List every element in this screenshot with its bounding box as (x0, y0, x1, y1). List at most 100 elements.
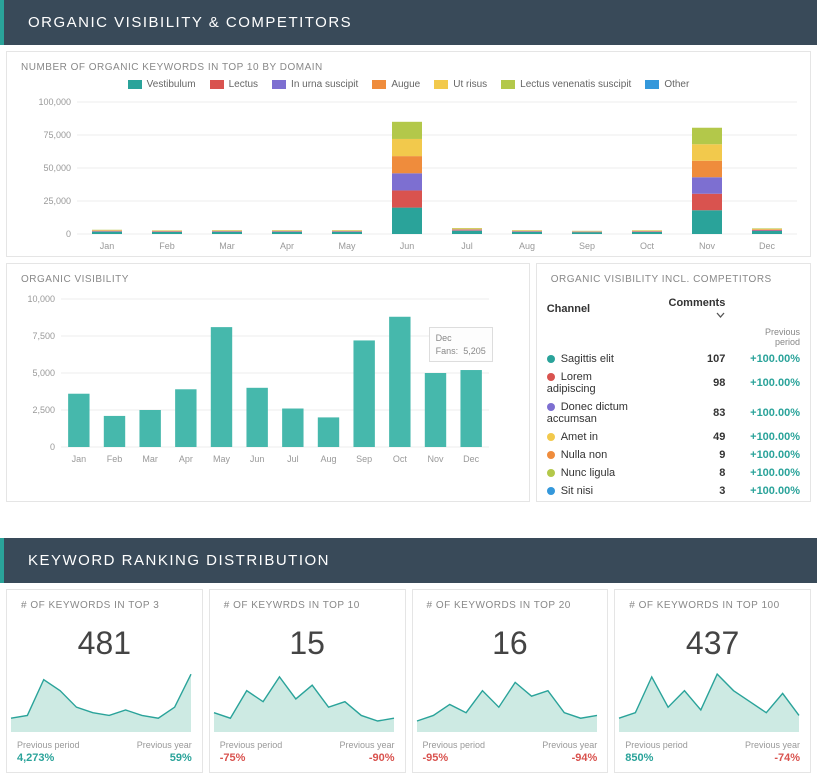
channel-change: +100.00% (735, 369, 808, 397)
col-comments[interactable]: Comments (652, 291, 733, 323)
prev-year-value: -74% (774, 752, 800, 764)
legend-item[interactable]: Lectus (210, 79, 258, 90)
legend-item[interactable]: Lectus venenatis suscipit (501, 79, 631, 90)
card-footer: Previous period-75%Previous year-90% (210, 736, 405, 772)
section-title-2: KEYWORD RANKING DISTRIBUTION (28, 552, 330, 569)
svg-text:Jul: Jul (287, 454, 299, 464)
card-footer: Previous period -95% Previous year -94% (413, 736, 608, 772)
card-footer: Previous period4,273%Previous year59% (7, 736, 202, 772)
svg-text:Nov: Nov (427, 454, 444, 464)
sparkline (210, 666, 398, 736)
prev-year-value: -94% (572, 752, 598, 764)
table-row[interactable]: Donec dictum accumsan 83+100.00% (539, 399, 808, 427)
channel-dot (547, 373, 555, 381)
svg-text:Aug: Aug (320, 454, 336, 464)
svg-text:7,500: 7,500 (32, 331, 55, 341)
prev-year-label: Previous year (542, 740, 597, 750)
competitors-table-panel: ORGANIC VISIBILITY INCL. COMPETITORS Cha… (536, 263, 811, 502)
channel-dot (547, 403, 555, 411)
prev-period-label: Previous period (220, 740, 283, 750)
svg-text:Apr: Apr (280, 241, 294, 251)
chevron-down-icon (716, 312, 725, 318)
table-row[interactable]: Sagittis elit107+100.00% (539, 351, 808, 367)
svg-text:Nov: Nov (699, 241, 716, 251)
legend-swatch (272, 80, 286, 89)
legend-item[interactable]: Other (645, 79, 689, 90)
table-row[interactable]: Amet in49+100.00% (539, 429, 808, 445)
visibility-chart-panel: ORGANIC VISIBILITY 0 2,500 5,000 7,500 10,00… (6, 263, 530, 502)
section-header-keywords: KEYWORD RANKING DISTRIBUTION (0, 538, 817, 583)
channel-value: 3 (652, 483, 733, 499)
card-title: # OF KEYWORDS IN TOP 100 (615, 590, 810, 615)
col-channel: Channel (539, 291, 650, 323)
prev-period-label: Previous period (625, 740, 688, 750)
svg-text:Mar: Mar (219, 241, 235, 251)
keyword-card: # OF KEYWRDS IN TOP 1015Previous period-… (209, 589, 406, 773)
legend-swatch (645, 80, 659, 89)
channel-change: +100.00% (735, 465, 808, 481)
svg-text:Jun: Jun (400, 241, 415, 251)
channel-name: Amet in (561, 431, 598, 443)
prev-period-value: 4,273% (17, 752, 54, 764)
visibility-chart: 02,5005,0007,50010,000JanFebMarAprMayJun… (7, 289, 499, 469)
svg-text:Sep: Sep (579, 241, 595, 251)
svg-text:Jun: Jun (250, 454, 265, 464)
sparkline (413, 666, 601, 736)
table-row[interactable]: Nunc ligula8+100.00% (539, 465, 808, 481)
legend-label: Lectus venenatis suscipit (520, 79, 631, 90)
competitors-table: Channel Comments Previous period Sagitti… (537, 289, 810, 501)
channel-dot (547, 451, 555, 459)
prev-year-value: -90% (369, 752, 395, 764)
legend-label: Ut risus (453, 79, 487, 90)
svg-text:Oct: Oct (640, 241, 655, 251)
svg-text:100,000: 100,000 (38, 97, 71, 107)
channel-name: Nulla non (561, 449, 607, 461)
stacked-chart: 025,00050,00075,000100,000JanFebMarAprMa… (7, 96, 807, 256)
card-number: 16 (413, 615, 608, 666)
svg-text:Mar: Mar (142, 454, 158, 464)
svg-text:Jan: Jan (72, 454, 87, 464)
svg-text:10,000: 10,000 (27, 294, 55, 304)
svg-text:Apr: Apr (179, 454, 193, 464)
legend-swatch (434, 80, 448, 89)
svg-text:2,500: 2,500 (32, 405, 55, 415)
legend-item[interactable]: Ut risus (434, 79, 487, 90)
legend-swatch (210, 80, 224, 89)
card-number: 15 (210, 615, 405, 666)
prev-period-value: -95% (423, 752, 449, 764)
channel-value: 83 (652, 399, 733, 427)
legend-item[interactable]: Augue (372, 79, 420, 90)
table-row[interactable]: Nulla non 9+100.00% (539, 447, 808, 463)
visibility-chart-title: ORGANIC VISIBILITY (7, 264, 529, 289)
channel-name: Donec dictum accumsan (547, 401, 628, 425)
table-row[interactable]: Sit nisi3+100.00% (539, 483, 808, 499)
legend-swatch (501, 80, 515, 89)
channel-name: Sit nisi (561, 485, 593, 497)
prev-year-label: Previous year (745, 740, 800, 750)
legend-swatch (372, 80, 386, 89)
channel-dot (547, 433, 555, 441)
svg-text:0: 0 (66, 229, 71, 239)
legend-item[interactable]: Vestibulum (128, 79, 196, 90)
channel-change: +100.00% (735, 399, 808, 427)
prev-period-value: -75% (220, 752, 246, 764)
svg-text:Jan: Jan (100, 241, 115, 251)
channel-dot (547, 355, 555, 363)
prev-period-value: 850% (625, 752, 653, 764)
channel-value: 9 (652, 447, 733, 463)
channel-change: +100.00% (735, 351, 808, 367)
table-row[interactable]: Lorem adipiscing98+100.00% (539, 369, 808, 397)
svg-text:5,000: 5,000 (32, 368, 55, 378)
prev-year-value: 59% (170, 752, 192, 764)
channel-value: 98 (652, 369, 733, 397)
legend-item[interactable]: In urna suscipit (272, 79, 358, 90)
svg-text:0: 0 (50, 442, 55, 452)
channel-change: +100.00% (735, 447, 808, 463)
card-footer: Previous period 850% Previous year -74% (615, 736, 810, 772)
keyword-card: # OF KEYWORDS IN TOP 2016Previous period… (412, 589, 609, 773)
prev-year-label: Previous year (137, 740, 192, 750)
card-number: 437 (615, 615, 810, 666)
prev-period-label: Previous period (423, 740, 486, 750)
svg-text:May: May (338, 241, 356, 251)
keyword-card: # OF KEYWORDS IN TOP 3481Previous period… (6, 589, 203, 773)
